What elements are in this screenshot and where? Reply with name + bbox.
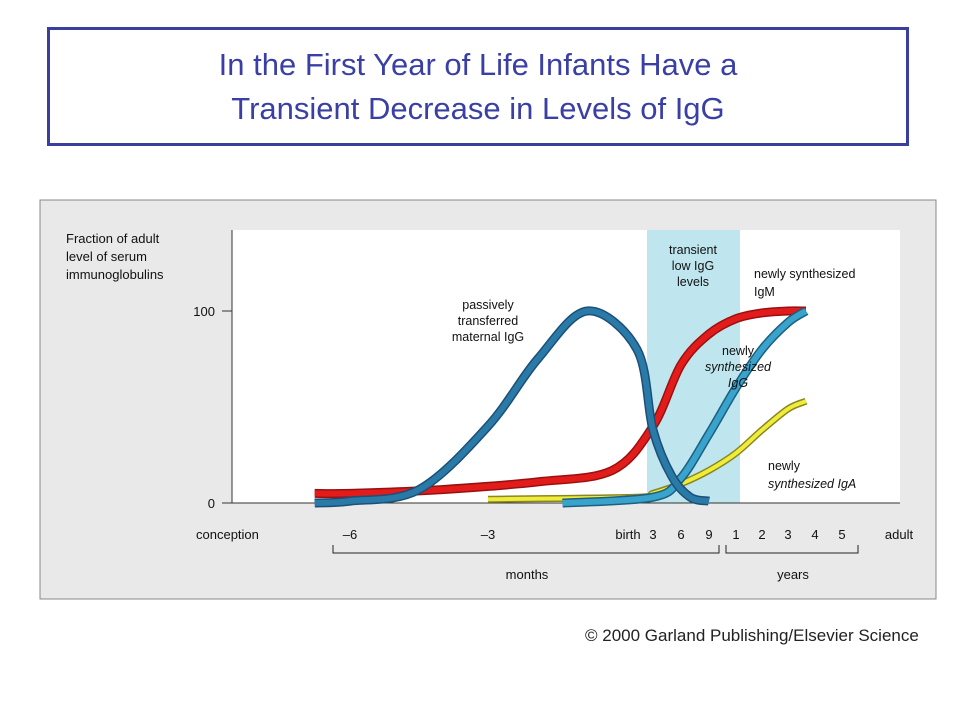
x-tick-label-8: 2 [758, 527, 765, 542]
title-line-1: In the First Year of Life Infants Have a [218, 46, 738, 82]
x-tick-label-7: 1 [732, 527, 739, 542]
label-maternal-igg-line-1: passively [462, 298, 514, 312]
x-tick-label-5: 6 [677, 527, 684, 542]
y-tick-label-100: 100 [193, 304, 215, 319]
label-maternal-igg-line-2: transferred [458, 314, 518, 328]
label-transient-low-igg-line-2: low IgG [672, 259, 714, 273]
years-bracket [725, 545, 859, 554]
y-tick-label-0: 0 [208, 496, 215, 511]
title-line-2: Transient Decrease in Levels of IgG [231, 90, 725, 126]
x-group-label-years: years [777, 567, 809, 582]
label-newly-synthesized-igm-line-1: newly synthesized [754, 267, 855, 281]
label-newly-synthesized-iga-line-1: newly [768, 459, 801, 473]
series-newly-synthesized-igg [562, 308, 808, 506]
copyright-credit: © 2000 Garland Publishing/Elsevier Scien… [585, 626, 919, 645]
y-axis-label-line-1: Fraction of adult [66, 231, 160, 246]
x-tick-label-1: –6 [343, 527, 357, 542]
slide-title-box: In the First Year of Life Infants Have a… [47, 27, 909, 146]
label-newly-synthesized-iga-line-2: synthesized IgA [768, 477, 856, 491]
x-tick-label-12: adult [885, 527, 914, 542]
label-newly-synthesized-igm-line-2: IgM [754, 285, 775, 299]
x-tick-label-6: 9 [705, 527, 712, 542]
label-newly-synthesized-igg-line-1: newly [722, 344, 755, 358]
label-newly-synthesized-igg-line-2: synthesized [705, 360, 772, 374]
plot-area [232, 230, 900, 503]
x-group-label-months: months [506, 567, 549, 582]
slide-title: In the First Year of Life Infants Have a… [219, 43, 738, 131]
x-tick-label-9: 3 [784, 527, 791, 542]
series-maternal-igg [314, 307, 710, 506]
y-axis-label-line-3: immunoglobulins [66, 267, 164, 282]
x-tick-label-0: conception [196, 527, 259, 542]
label-transient-low-igg-line-3: levels [677, 275, 709, 289]
x-tick-label-2: –3 [481, 527, 495, 542]
x-tick-label-10: 4 [811, 527, 818, 542]
x-tick-label-3: birth [615, 527, 640, 542]
y-axis-label-line-2: level of serum [66, 249, 147, 264]
label-maternal-igg-line-3: maternal IgG [452, 330, 524, 344]
x-tick-label-4: 3 [649, 527, 656, 542]
x-tick-label-11: 5 [838, 527, 845, 542]
label-newly-synthesized-igg-line-3: IgG [728, 376, 748, 390]
months-bracket [332, 545, 720, 554]
label-transient-low-igg-line-1: transient [669, 243, 717, 257]
